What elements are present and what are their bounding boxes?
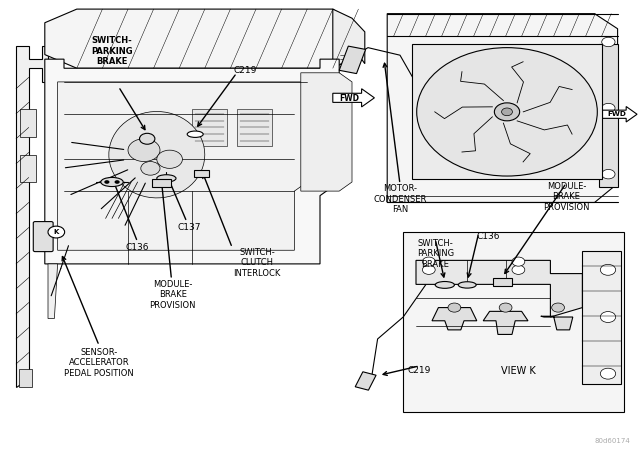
Polygon shape [45,9,358,68]
Circle shape [140,133,155,144]
Polygon shape [48,264,58,318]
Circle shape [512,265,525,274]
Polygon shape [416,260,582,317]
Bar [20,155,36,182]
Polygon shape [602,106,637,122]
Circle shape [502,108,513,116]
Text: C136: C136 [477,232,500,241]
Polygon shape [403,232,624,412]
Text: MOTOR-
CONDENSER
FAN: MOTOR- CONDENSER FAN [373,184,427,214]
Text: K: K [54,229,59,235]
Circle shape [499,303,512,312]
Circle shape [494,103,520,121]
Circle shape [600,368,616,379]
Polygon shape [333,9,365,68]
Text: MODULE-
BRAKE
PROVISION: MODULE- BRAKE PROVISION [150,280,196,309]
Circle shape [422,265,435,274]
Bar [152,179,171,187]
Ellipse shape [187,131,204,137]
Text: SWITCH-
CLUTCH
INTERLOCK: SWITCH- CLUTCH INTERLOCK [234,248,281,278]
Polygon shape [301,73,352,191]
Ellipse shape [101,177,123,187]
Circle shape [141,162,160,175]
Circle shape [104,180,109,184]
Text: FWD: FWD [607,111,626,117]
Bar [412,45,602,179]
Text: C136: C136 [126,243,149,253]
Circle shape [417,48,597,176]
Circle shape [602,169,615,179]
Polygon shape [58,82,307,250]
Bar [237,109,272,146]
Text: MODULE-
BRAKE
PROVISION: MODULE- BRAKE PROVISION [543,182,589,212]
Text: SWITCH-
PARKING
BRAKE: SWITCH- PARKING BRAKE [417,239,454,268]
Text: VIEW K: VIEW K [501,366,536,376]
Text: C137: C137 [177,223,200,232]
Circle shape [115,180,120,184]
Bar [493,278,512,286]
Circle shape [602,37,615,47]
Polygon shape [16,46,48,387]
Bar [194,170,209,177]
Text: SWITCH-
PARKING
BRAKE: SWITCH- PARKING BRAKE [91,36,133,66]
Bar [192,109,227,146]
Polygon shape [483,311,528,334]
Circle shape [157,150,182,168]
Polygon shape [432,308,477,330]
Circle shape [600,264,616,275]
Circle shape [602,103,615,113]
Circle shape [512,257,525,266]
Polygon shape [541,316,573,330]
Text: C219: C219 [234,66,257,75]
Bar [599,44,618,187]
Circle shape [422,257,435,266]
Ellipse shape [157,175,176,182]
Bar [339,46,365,74]
Ellipse shape [458,282,476,288]
Ellipse shape [435,282,454,288]
Polygon shape [387,14,618,202]
Text: FWD: FWD [339,94,359,103]
Bar [20,109,36,136]
Polygon shape [333,89,374,107]
Text: SENSOR-
ACCELERATOR
PEDAL POSITION: SENSOR- ACCELERATOR PEDAL POSITION [65,348,134,378]
Polygon shape [582,251,621,384]
Bar [355,372,376,390]
Polygon shape [109,111,205,198]
FancyBboxPatch shape [33,222,53,252]
Circle shape [48,226,65,238]
Polygon shape [45,59,339,264]
Circle shape [552,303,564,312]
Circle shape [600,312,616,323]
Bar [19,369,32,387]
Text: C219: C219 [408,366,431,375]
Circle shape [448,303,461,312]
Text: 80d60174: 80d60174 [595,438,630,444]
Circle shape [128,139,160,162]
